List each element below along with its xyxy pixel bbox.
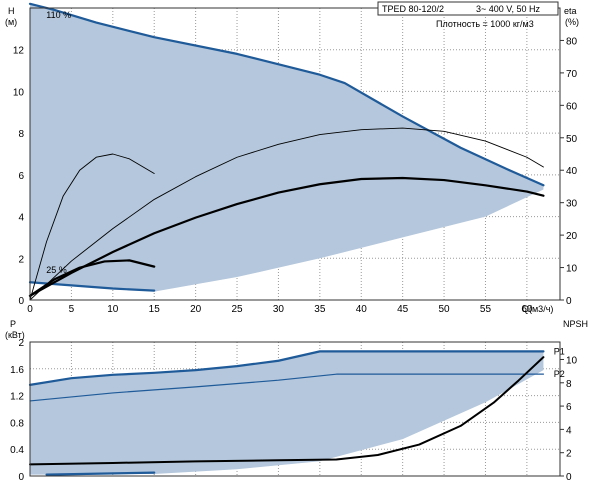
y2-axis-unit-eta: (%) (565, 17, 579, 27)
y2-tick-label: 10 (566, 355, 578, 366)
top-curves (28, 2, 545, 301)
curve-head-small (28, 259, 156, 297)
x-tick-label: 60 (521, 304, 533, 315)
y-axis-unit-h: (м) (5, 17, 17, 27)
x-tick-label: 45 (397, 304, 409, 315)
y2-tick-label: 70 (566, 69, 578, 80)
y-tick-label: 2 (18, 338, 24, 349)
y2-tick-label: 80 (566, 36, 578, 47)
header-box (377, 1, 559, 16)
annotation-110-percent: 110 % (46, 10, 71, 20)
power-npsh-chart: 0 0.4 0.8 1.2 1.6 2 0 2 4 6 8 10 P (кВт) NPSH P1 P2 (5, 319, 588, 480)
top-operating-area (30, 3, 544, 292)
curve-P1-small (45, 471, 156, 476)
y-tick-label: 4 (18, 213, 24, 224)
x-tick-label: 20 (190, 304, 202, 315)
curve-head-duty (28, 176, 545, 297)
y2-axis-label-npsh: NPSH (563, 319, 588, 329)
y-tick-label: 6 (18, 171, 24, 182)
y-tick-label: 0.8 (10, 418, 24, 429)
y-tick-label: 1.2 (10, 392, 24, 403)
label-p2: P2 (554, 369, 565, 379)
y-tick-label: 0.4 (10, 445, 24, 456)
density-note: Плотность = 1000 кг/м3 (436, 19, 534, 29)
bottom-plot-frame (29, 341, 561, 477)
operating-area (30, 3, 544, 292)
supply-spec: 3~ 400 V, 50 Hz (476, 4, 540, 14)
label-p1: P1 (554, 346, 565, 356)
x-tick-label: 10 (107, 304, 119, 315)
y-axis-label-h: H (8, 6, 15, 16)
operating-area (30, 351, 544, 475)
x-tick-label: 25 (231, 304, 243, 315)
y2-tick-label: 40 (566, 166, 578, 177)
x-tick-label: 55 (480, 304, 492, 315)
curve-head-max (28, 2, 545, 187)
top-plot-frame (29, 7, 561, 301)
bottom-ticks: 0 0.4 0.8 1.2 1.6 2 0 2 4 6 8 10 (10, 338, 577, 480)
annotation-25-percent: 25 % (46, 265, 67, 275)
x-axis-label-q: Q(м3/ч) (522, 304, 553, 314)
y2-tick-label: 10 (566, 264, 578, 275)
curve-eta-small (29, 153, 155, 301)
y-tick-label: 0 (18, 296, 24, 307)
x-tick-label: 5 (69, 304, 75, 315)
y-tick-label: 1.6 (10, 365, 24, 376)
bottom-operating-area (30, 351, 544, 475)
head-efficiency-chart: 0 5 10 15 20 25 30 35 40 45 50 55 60 0 2 4 6 8 10 12 0 10 20 30… (5, 1, 579, 315)
y-axis-label-p: P (10, 319, 16, 329)
x-tick-label: 15 (149, 304, 161, 315)
y2-tick-label: 0 (566, 296, 572, 307)
pump-model: TPED 80-120/2 (382, 4, 444, 14)
y2-tick-label: 0 (566, 472, 572, 480)
curve-eta-duty (29, 127, 544, 301)
x-tick-label: 0 (27, 304, 33, 315)
x-tick-label: 35 (314, 304, 326, 315)
x-tick-label: 50 (439, 304, 451, 315)
y-tick-label: 12 (13, 46, 25, 57)
y2-tick-label: 6 (566, 402, 572, 413)
y-tick-label: 8 (18, 129, 24, 140)
y2-axis-label-eta: eta (564, 6, 577, 16)
y2-tick-label: 8 (566, 379, 572, 390)
curve-P1-max (28, 350, 545, 386)
y2-tick-label: 20 (566, 231, 578, 242)
y-tick-label: 0 (18, 472, 24, 480)
y-axis-unit-p: (кВт) (5, 330, 25, 340)
y2-tick-label: 2 (566, 449, 572, 460)
y2-tick-label: 60 (566, 101, 578, 112)
x-tick-label: 30 (273, 304, 285, 315)
y-tick-label: 10 (13, 87, 25, 98)
curve-P2-max (29, 373, 545, 402)
top-ticks: 0 5 10 15 20 25 30 35 40 45 50 55 60 0 2 4 6 8 10 12 0 10 20 30… (13, 36, 578, 315)
curve-NPSH (29, 356, 545, 466)
y2-tick-label: 50 (566, 134, 578, 145)
bottom-curves (28, 350, 545, 476)
y2-tick-label: 4 (566, 425, 572, 436)
y-tick-label: 2 (18, 254, 24, 265)
x-tick-label: 40 (356, 304, 368, 315)
y2-tick-label: 30 (566, 199, 578, 210)
